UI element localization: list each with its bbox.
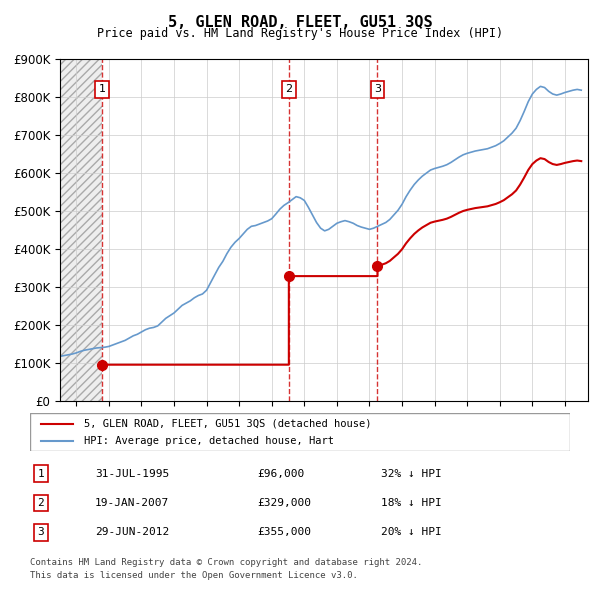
Text: HPI: Average price, detached house, Hart: HPI: Average price, detached house, Hart [84, 435, 334, 445]
Text: 29-JUN-2012: 29-JUN-2012 [95, 527, 169, 537]
Text: 3: 3 [37, 527, 44, 537]
Text: 32% ↓ HPI: 32% ↓ HPI [381, 468, 442, 478]
Text: 20% ↓ HPI: 20% ↓ HPI [381, 527, 442, 537]
Text: 1: 1 [37, 468, 44, 478]
Text: 31-JUL-1995: 31-JUL-1995 [95, 468, 169, 478]
Text: 2: 2 [37, 498, 44, 508]
Text: This data is licensed under the Open Government Licence v3.0.: This data is licensed under the Open Gov… [30, 571, 358, 579]
Text: £96,000: £96,000 [257, 468, 304, 478]
Text: Contains HM Land Registry data © Crown copyright and database right 2024.: Contains HM Land Registry data © Crown c… [30, 558, 422, 566]
Text: £355,000: £355,000 [257, 527, 311, 537]
Text: 19-JAN-2007: 19-JAN-2007 [95, 498, 169, 508]
Text: Price paid vs. HM Land Registry's House Price Index (HPI): Price paid vs. HM Land Registry's House … [97, 27, 503, 40]
Bar [60, 59, 102, 401]
Text: 5, GLEN ROAD, FLEET, GU51 3QS: 5, GLEN ROAD, FLEET, GU51 3QS [167, 15, 433, 30]
Text: 1: 1 [98, 84, 106, 94]
Text: 2: 2 [285, 84, 292, 94]
Text: £329,000: £329,000 [257, 498, 311, 508]
Text: 5, GLEN ROAD, FLEET, GU51 3QS (detached house): 5, GLEN ROAD, FLEET, GU51 3QS (detached … [84, 419, 371, 429]
Text: 3: 3 [374, 84, 381, 94]
FancyBboxPatch shape [30, 413, 570, 451]
Text: 18% ↓ HPI: 18% ↓ HPI [381, 498, 442, 508]
